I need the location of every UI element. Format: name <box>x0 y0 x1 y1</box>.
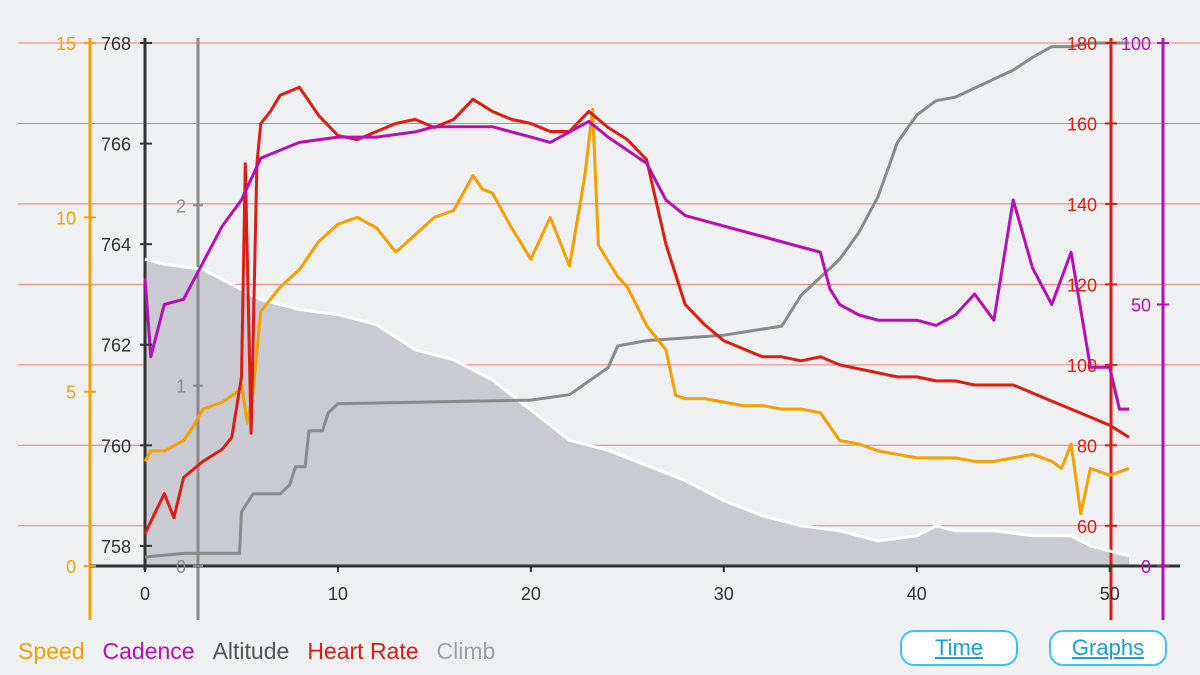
altitude-tick-label: 762 <box>101 336 131 356</box>
heart-rate-tick-label: 180 <box>1067 34 1097 54</box>
x-tick-label: 10 <box>328 584 348 604</box>
cadence-tick-label: 0 <box>1141 557 1151 577</box>
heart-rate-tick-label: 140 <box>1067 195 1097 215</box>
legend-heart-rate: Heart Rate <box>307 638 419 664</box>
x-tick-label: 50 <box>1100 584 1120 604</box>
cadence-tick-label: 50 <box>1131 296 1151 316</box>
climb-tick-label: 2 <box>176 196 186 216</box>
climb-tick-label: 0 <box>176 557 186 577</box>
speed-tick-label: 5 <box>66 383 76 403</box>
chart-area: 0 10 20 30 40 50 0 5 10 15 758 760 762 764 766 768 0 1 2 60… <box>18 34 1200 620</box>
heart-rate-tick-label: 160 <box>1067 114 1097 134</box>
series-line-climb <box>144 41 1129 559</box>
x-tick-label: 40 <box>907 584 927 604</box>
chart-legend: Speed Cadence Altitude Heart Rate Climb <box>18 638 513 665</box>
speed-tick-label: 15 <box>56 34 76 54</box>
heart-rate-tick-label: 80 <box>1077 436 1097 456</box>
speed-tick-label: 0 <box>66 557 76 577</box>
climb-tick-label: 1 <box>176 377 186 397</box>
altitude-tick-label: 768 <box>101 34 131 54</box>
cadence-tick-label: 100 <box>1121 34 1151 54</box>
altitude-area <box>145 259 1129 566</box>
x-tick-label: 30 <box>714 584 734 604</box>
legend-cadence: Cadence <box>102 638 195 664</box>
heart-rate-tick-label: 120 <box>1067 275 1097 295</box>
heart-rate-tick-label: 60 <box>1077 517 1097 537</box>
legend-altitude: Altitude <box>212 638 290 664</box>
graphs-button[interactable]: Graphs <box>1049 630 1167 666</box>
series-line-cadence <box>143 119 1129 411</box>
altitude-tick-label: 758 <box>101 537 131 557</box>
legend-speed: Speed <box>18 638 85 664</box>
heart-rate-tick-label: 100 <box>1067 356 1097 376</box>
time-button[interactable]: Time <box>900 630 1018 666</box>
altitude-tick-label: 766 <box>101 135 131 155</box>
altitude-tick-label: 760 <box>101 436 131 456</box>
speed-tick-label: 10 <box>56 208 76 228</box>
altitude-tick-label: 764 <box>101 235 131 255</box>
legend-climb: Climb <box>436 638 496 664</box>
x-tick-label: 20 <box>521 584 541 604</box>
x-tick-label: 0 <box>140 584 150 604</box>
series-line-altitude <box>144 257 1130 558</box>
